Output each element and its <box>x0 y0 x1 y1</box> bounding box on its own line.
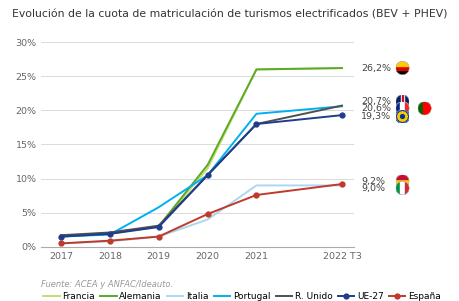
Wedge shape <box>395 61 409 75</box>
Circle shape <box>399 112 400 114</box>
Legend: Francia, Alemania, Italia, Portugal, R. Unido, UE-27, España: Francia, Alemania, Italia, Portugal, R. … <box>39 288 443 301</box>
Circle shape <box>395 101 409 115</box>
Bar <box>395 70 409 75</box>
Bar <box>395 175 409 179</box>
Circle shape <box>401 120 403 121</box>
Text: 20,7%: 20,7% <box>360 97 390 106</box>
Bar <box>395 179 409 184</box>
Text: 9,0%: 9,0% <box>360 184 384 193</box>
Circle shape <box>397 114 399 115</box>
Circle shape <box>397 116 398 117</box>
Text: Fuente: ACEA y ANFAC/Ideauto.: Fuente: ACEA y ANFAC/Ideauto. <box>41 280 173 289</box>
Text: 19,3%: 19,3% <box>360 112 390 121</box>
Circle shape <box>399 119 400 121</box>
Bar <box>401 95 402 108</box>
Bar <box>422 101 431 115</box>
Text: 9,2%: 9,2% <box>360 177 384 186</box>
Circle shape <box>401 112 403 113</box>
Circle shape <box>395 95 409 108</box>
Bar <box>395 182 399 195</box>
Bar <box>395 66 409 70</box>
Circle shape <box>397 118 399 119</box>
Bar <box>395 184 409 188</box>
Bar <box>399 101 404 115</box>
Circle shape <box>395 110 409 123</box>
Circle shape <box>404 118 406 119</box>
Circle shape <box>403 119 404 121</box>
Bar <box>404 101 409 115</box>
Bar <box>395 101 399 115</box>
Circle shape <box>403 112 404 114</box>
Circle shape <box>404 114 406 115</box>
Bar <box>399 182 404 195</box>
Text: 26,2%: 26,2% <box>360 64 390 73</box>
Circle shape <box>405 116 407 117</box>
Bar <box>401 95 403 108</box>
Text: Evolución de la cuota de matriculación de turismos electrificados (BEV + PHEV): Evolución de la cuota de matriculación d… <box>12 9 447 19</box>
Bar <box>417 101 422 115</box>
Bar <box>395 61 409 66</box>
Bar <box>404 182 409 195</box>
Text: 20,6%: 20,6% <box>360 104 390 113</box>
